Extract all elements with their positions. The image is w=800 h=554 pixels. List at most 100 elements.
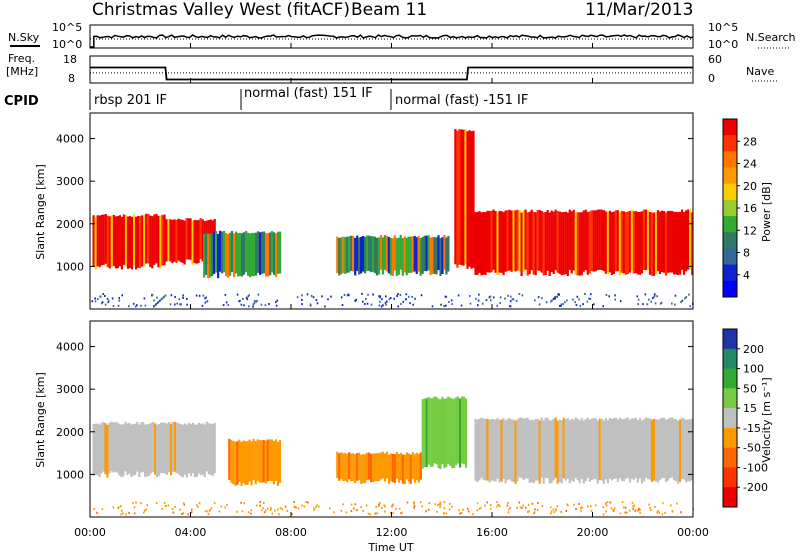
power-ground-point	[121, 294, 123, 297]
power-cell	[279, 231, 282, 274]
velocity-ground-point	[305, 501, 307, 503]
velocity-ground-point	[355, 509, 358, 512]
power-cell	[648, 212, 652, 275]
power-ground-point	[222, 304, 225, 307]
power-colorbar-tick-label: 4	[743, 269, 750, 282]
power-colorbar-tick-label: 16	[743, 202, 757, 215]
power-cell	[229, 232, 232, 276]
velocity-cell	[205, 421, 208, 472]
velocity-ground-point	[342, 503, 344, 506]
velocity-ground-point	[573, 503, 575, 506]
power-colorbar-swatch	[723, 167, 737, 185]
velocity-cell	[254, 441, 257, 485]
power-cell	[201, 219, 204, 262]
velocity-cell	[616, 419, 619, 482]
power-ground-point	[253, 302, 256, 305]
power-ground-point	[412, 303, 414, 306]
power-cell	[116, 216, 119, 268]
power-ground-point	[252, 305, 254, 308]
power-cell	[423, 235, 426, 272]
power-ground-point	[656, 295, 658, 298]
x-tick-label: 00:00	[74, 526, 106, 539]
power-region	[336, 235, 450, 276]
power-cell	[512, 210, 515, 272]
power-ground-point	[260, 303, 263, 306]
power-cell	[261, 231, 264, 274]
velocity-ground-point	[664, 512, 666, 514]
velocity-ground-point	[262, 507, 264, 510]
power-cell	[241, 233, 244, 277]
power-cell	[616, 210, 619, 272]
velocity-ground-point	[119, 505, 122, 507]
velocity-ground-point	[662, 502, 664, 505]
velocity-cell	[156, 424, 159, 478]
velocity-ground-point	[527, 503, 530, 506]
velocity-ground-point	[498, 504, 501, 507]
velocity-ground-point	[680, 511, 682, 514]
velocity-ground-point	[369, 513, 371, 516]
velocity-cell	[401, 454, 404, 484]
velocity-ground-point	[437, 504, 439, 507]
power-ground-point	[578, 298, 580, 301]
power-ground-point	[588, 297, 590, 300]
power-ground-point	[653, 294, 656, 297]
freq-unit-label: [MHz]	[6, 65, 38, 78]
power-cell	[393, 235, 396, 271]
velocity-cell	[455, 397, 458, 466]
power-cell	[556, 211, 559, 273]
power-ground-point	[405, 298, 407, 301]
power-cell	[336, 236, 339, 274]
velocity-ground-point	[383, 504, 385, 507]
power-cell	[677, 212, 680, 275]
power-cell	[464, 129, 467, 265]
power-cell	[431, 237, 434, 275]
velocity-colorbar-swatch	[723, 427, 737, 449]
velocity-ground-point	[565, 510, 567, 512]
velocity-cell	[336, 451, 339, 478]
power-colorbar-swatch	[723, 280, 737, 298]
power-ground-point	[364, 303, 366, 305]
power-ground-point	[477, 299, 480, 302]
velocity-ground-point	[656, 511, 658, 514]
velocity-ground-point	[638, 509, 640, 512]
power-cell	[552, 211, 555, 274]
freq-tick-top: 18	[63, 53, 77, 66]
power-cell	[417, 236, 420, 272]
power-cell	[578, 212, 581, 276]
velocity-cell	[213, 422, 216, 474]
power-ground-point	[104, 295, 106, 297]
velocity-ground-point	[271, 512, 274, 515]
velocity-cell	[652, 418, 656, 481]
cpid-segment-1: rbsp 201 IF	[94, 93, 167, 108]
velocity-cell	[457, 396, 460, 464]
power-cell	[558, 211, 561, 274]
power-cell	[606, 211, 609, 274]
velocity-region	[336, 451, 422, 484]
power-ground-point	[379, 300, 381, 303]
power-cell	[377, 237, 381, 275]
velocity-ground-point	[210, 507, 213, 510]
power-cell	[618, 212, 621, 276]
velocity-ground-point	[624, 506, 627, 509]
power-cell	[640, 211, 644, 274]
power-region	[92, 213, 166, 270]
power-ground-point	[176, 302, 178, 305]
velocity-cell	[618, 417, 621, 479]
velocity-cell	[252, 438, 255, 480]
power-ground-point	[652, 297, 654, 300]
power-ground-point	[156, 296, 158, 299]
power-cell	[532, 211, 535, 275]
velocity-cell	[362, 454, 365, 483]
velocity-cell	[582, 420, 585, 484]
power-ground-point	[558, 293, 560, 296]
power-cell	[126, 216, 130, 269]
velocity-colorbar-swatch	[723, 467, 737, 488]
velocity-cell	[474, 418, 477, 481]
power-cell	[534, 212, 537, 276]
velocity-ground-point	[209, 509, 211, 512]
velocity-ground-point	[345, 511, 348, 514]
velocity-ground-point	[489, 507, 492, 510]
power-ground-point	[242, 298, 244, 300]
power-ground-point	[490, 299, 492, 302]
x-tick-label: 16:00	[476, 526, 508, 539]
